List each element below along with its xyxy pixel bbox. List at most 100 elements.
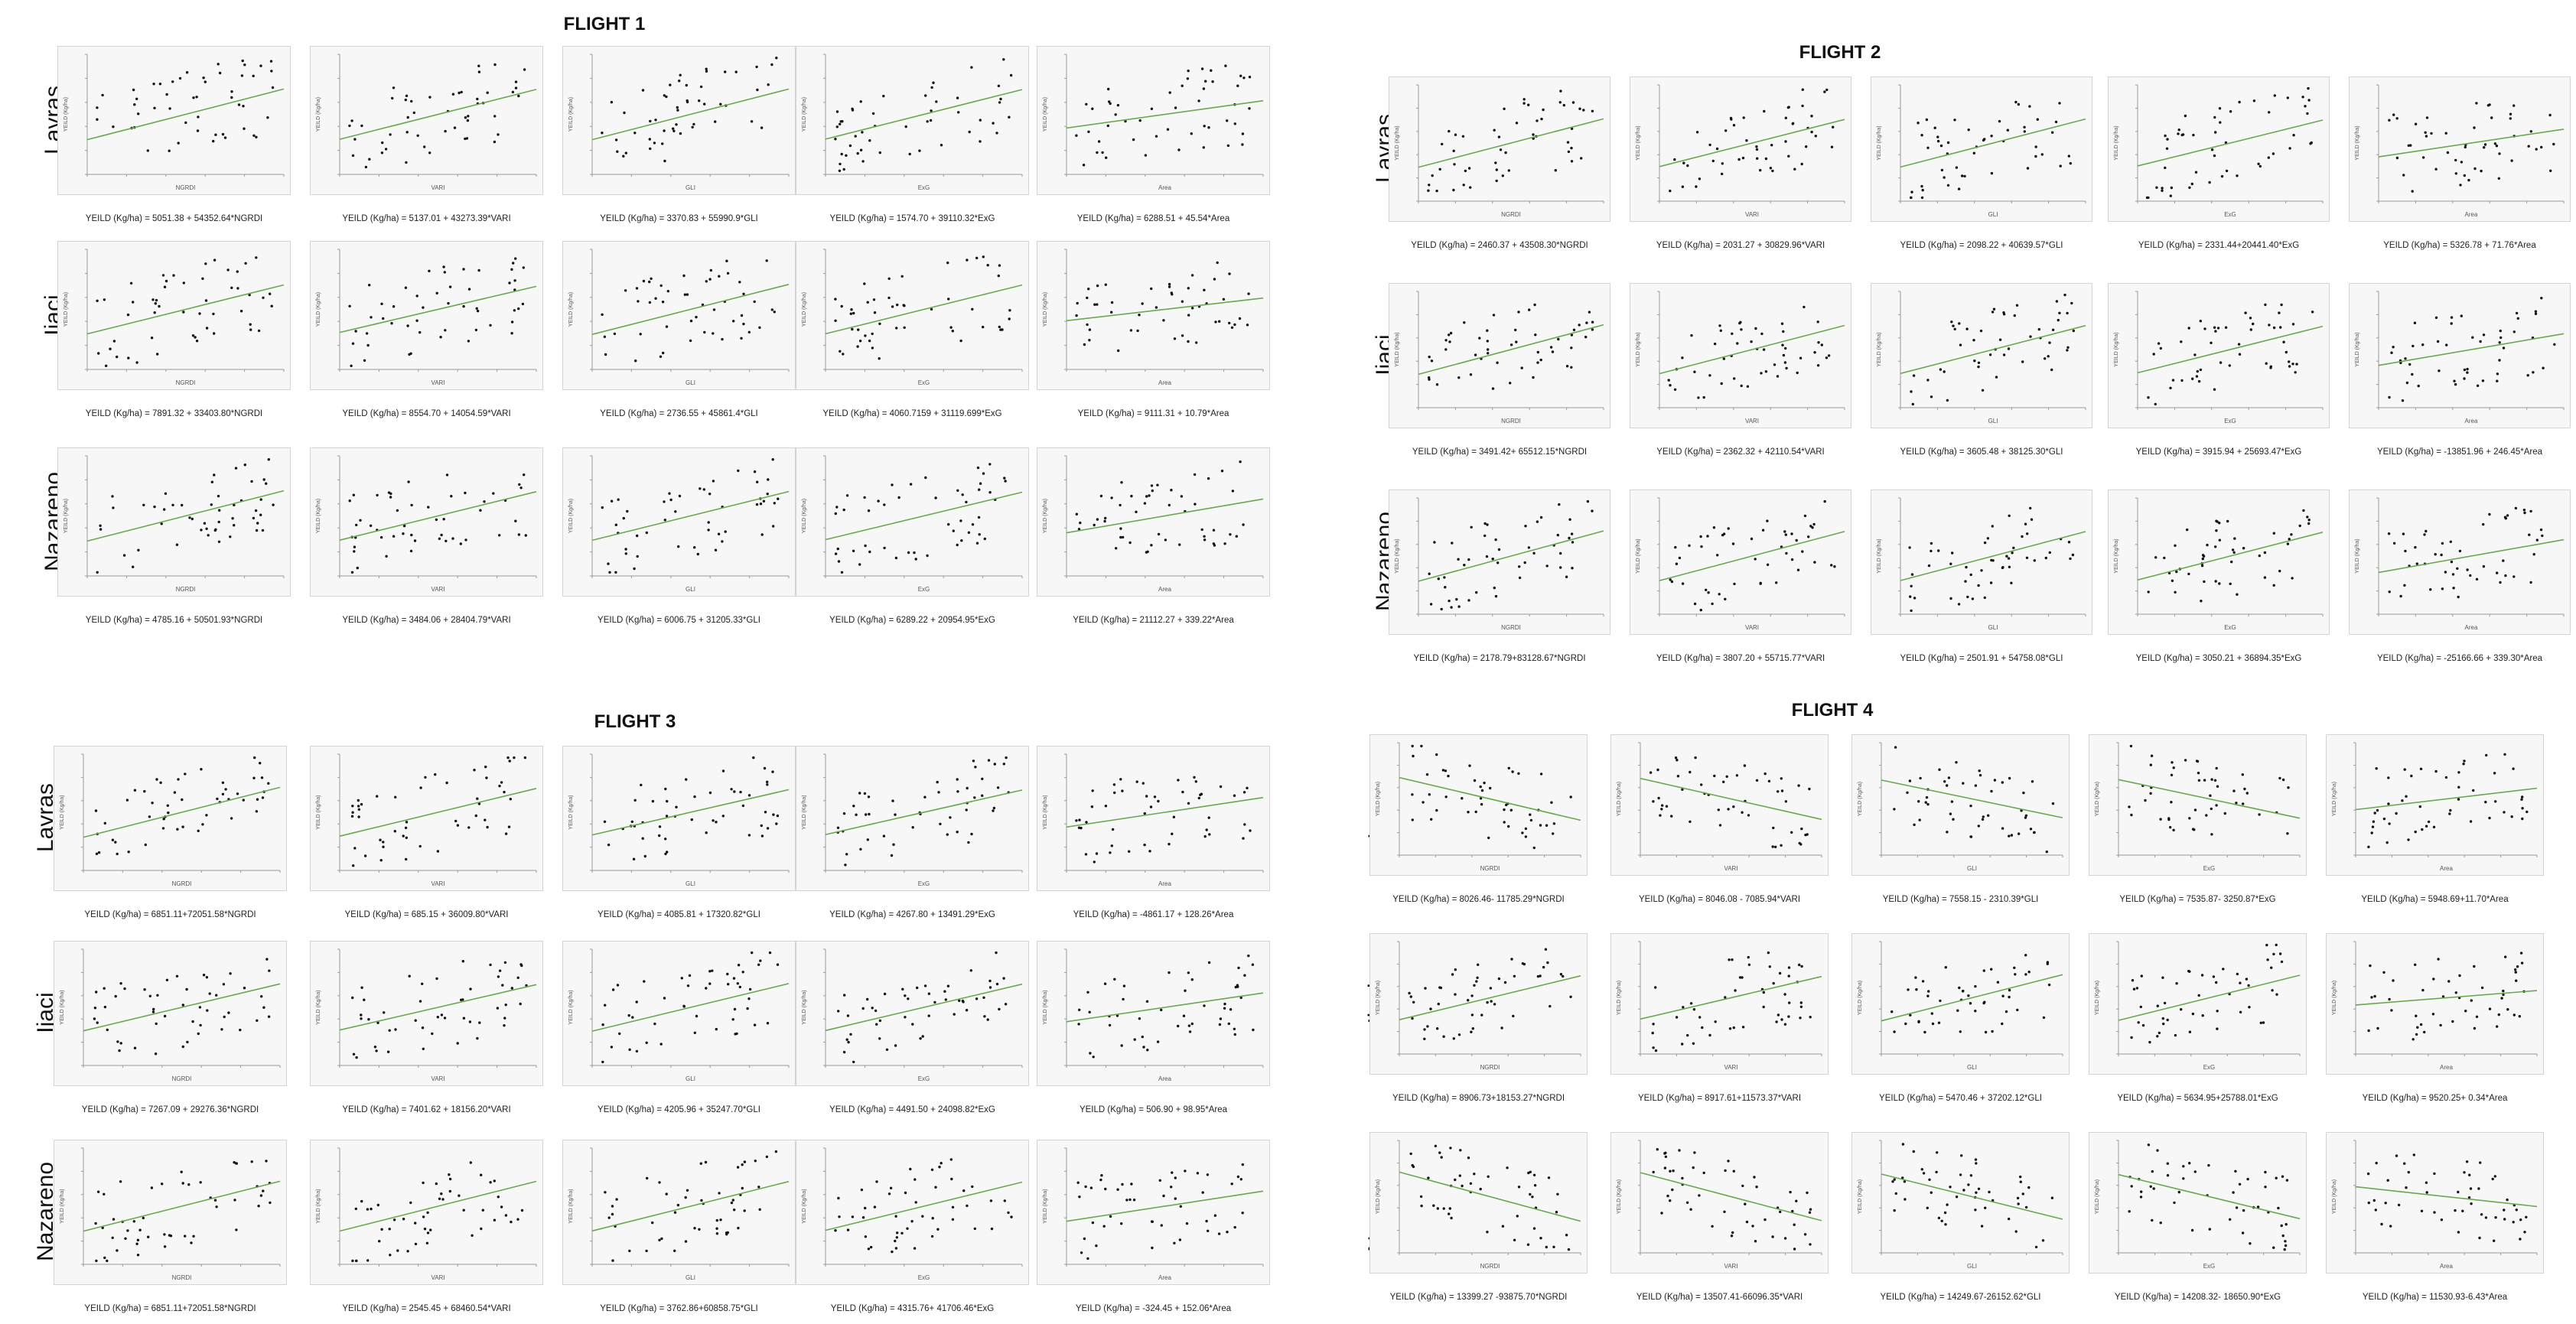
data-point [946, 984, 950, 987]
data-point [2008, 514, 2011, 517]
scatter-plot: YEILD (Kg/ha) VARI [1630, 490, 1851, 635]
data-point [1959, 343, 1962, 346]
data-point [766, 493, 769, 496]
data-point [424, 776, 427, 779]
data-point [2294, 371, 2297, 374]
data-point [2210, 341, 2213, 344]
data-point [1539, 974, 1542, 978]
data-point [2145, 196, 2149, 200]
data-point [389, 496, 392, 499]
data-point [2139, 1005, 2142, 1009]
regression-equation: YEILD (Kg/ha) = 8046.08 - 7085.94*VARI [1638, 895, 1801, 904]
data-point [1517, 311, 1520, 314]
data-point [1235, 535, 1238, 538]
data-point [2187, 327, 2190, 330]
data-point [1763, 772, 1767, 776]
trend-line [1900, 118, 2086, 168]
data-point [1459, 1149, 1462, 1152]
data-point [1521, 831, 1524, 834]
data-point [643, 854, 646, 858]
x-axis-label: VARI [431, 1274, 445, 1281]
data-point [718, 275, 721, 278]
data-point [1124, 119, 1127, 123]
data-point [1686, 1033, 1689, 1037]
data-point [863, 792, 867, 795]
data-point [2434, 168, 2438, 171]
data-point [423, 1228, 427, 1231]
data-point [1753, 1176, 1756, 1179]
data-point [1772, 826, 1775, 830]
data-point [2001, 781, 2004, 784]
data-point [2506, 1008, 2509, 1011]
data-point [1095, 1244, 1098, 1248]
data-point [2200, 600, 2203, 603]
data-point [927, 1014, 930, 1017]
data-point [738, 985, 741, 989]
data-point [1585, 321, 1588, 324]
data-point [1461, 1184, 1464, 1188]
data-point [872, 298, 876, 301]
data-point [858, 340, 862, 343]
data-point [2238, 1182, 2242, 1186]
data-point [2402, 174, 2405, 177]
data-point [2215, 804, 2218, 807]
data-point [1910, 584, 1913, 587]
data-point [1678, 1149, 1681, 1152]
data-point [1517, 1186, 1521, 1189]
data-point [2439, 1023, 2442, 1027]
scatter-panel-ngrdi: YEILD (Kg/ha) NGRDI YEILD (Kg/ha) = 7891.3… [57, 241, 291, 429]
data-point [834, 1229, 837, 1232]
data-point [709, 268, 712, 272]
data-point [726, 972, 729, 976]
y-axis-label: YEILD (Kg/ha) [1877, 538, 1882, 573]
data-point [257, 1205, 260, 1208]
data-point [2230, 560, 2233, 564]
data-point [2023, 130, 2026, 133]
scatter-panel-area: YEILD (Kg/ha) Area YEILD (Kg/ha) = 5948.69… [2326, 734, 2544, 915]
data-point [1128, 1198, 1132, 1202]
x-axis-label: GLI [1988, 418, 1998, 425]
data-point [1813, 351, 1816, 354]
data-point [354, 1207, 357, 1211]
data-point [205, 814, 208, 817]
data-point [1700, 545, 1703, 548]
data-point [405, 821, 409, 824]
data-point [476, 1036, 479, 1040]
scatter-svg: YEILD (Kg/ha)NGRDI [1395, 84, 1604, 218]
data-point [2284, 1244, 2288, 1248]
data-point [1681, 1043, 1684, 1046]
data-point [509, 798, 512, 801]
data-point [861, 1216, 865, 1219]
data-point [2525, 1215, 2528, 1218]
data-point [1511, 770, 1514, 773]
y-axis-label: YEILD (Kg/ha) [802, 97, 807, 132]
y-axis-label: YEILD (Kg/ha) [316, 1189, 321, 1223]
data-point [1771, 169, 1774, 173]
scatter-plot: YEILD (Kg/ha) NGRDI [54, 746, 287, 891]
data-point [215, 1205, 218, 1209]
data-point [2177, 132, 2180, 135]
data-point [2265, 943, 2268, 947]
data-point [1454, 968, 1457, 971]
data-point [416, 134, 419, 137]
data-point [2164, 166, 2167, 170]
data-point [1454, 993, 1457, 996]
data-point [2526, 810, 2529, 814]
data-point [242, 105, 245, 108]
data-point [1187, 802, 1190, 805]
y-axis-label: YEILD (Kg/ha) [1395, 332, 1400, 366]
data-point [350, 119, 353, 122]
scatter-plot: YEILD (Kg/ha) Area [2326, 933, 2544, 1075]
data-point [1771, 845, 1774, 848]
data-point [859, 100, 862, 103]
data-point [1526, 1243, 1530, 1246]
data-point [370, 1207, 373, 1211]
data-point [2412, 1038, 2415, 1041]
data-point [864, 1206, 867, 1210]
scatter-svg: YEILD (Kg/ha)ExG [2095, 941, 2301, 1071]
data-point [241, 59, 244, 63]
trend-line [1659, 119, 1845, 168]
data-point [360, 986, 363, 989]
data-point [946, 833, 949, 836]
data-point [951, 1205, 955, 1209]
